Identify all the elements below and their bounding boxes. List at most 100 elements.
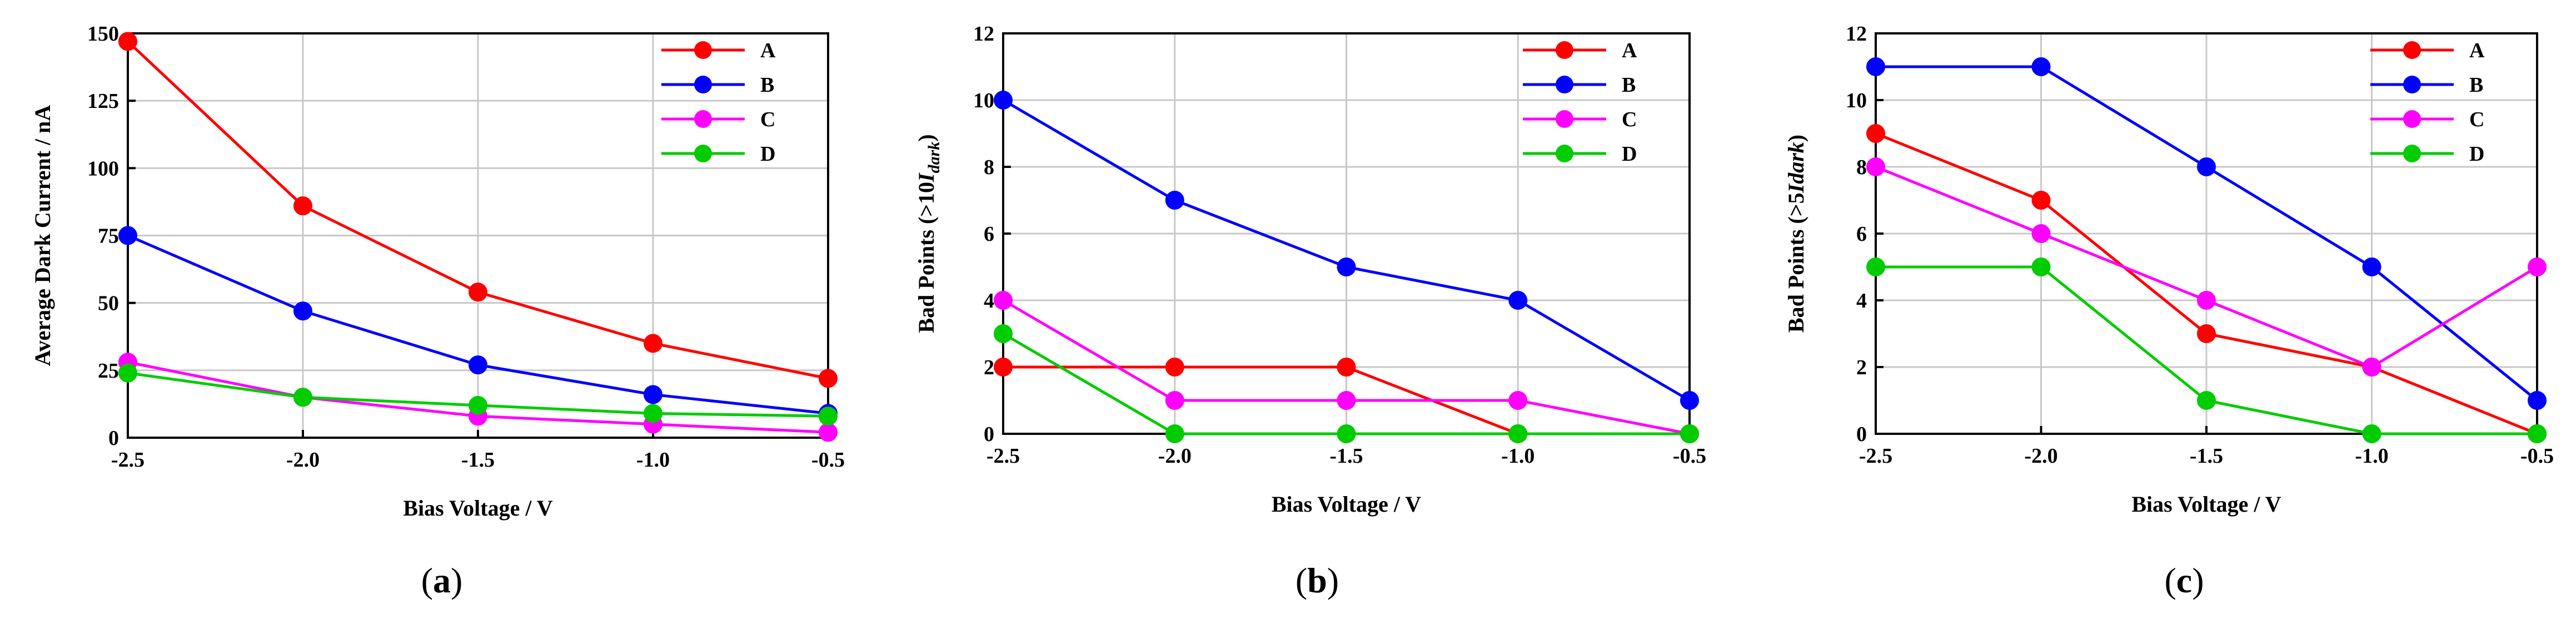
data-point-B — [2197, 157, 2216, 176]
y-axis-title: Average Dark Current / nA — [30, 105, 55, 367]
data-point-D — [469, 395, 487, 415]
y-axis-title-part: Idark — [1783, 142, 1808, 193]
data-point-A — [1866, 124, 1885, 143]
legend-label-C: C — [1622, 108, 1637, 131]
data-point-C — [1866, 157, 1885, 176]
legend-label-C: C — [2469, 108, 2484, 131]
data-point-B — [293, 301, 312, 321]
data-point-C — [1337, 391, 1356, 410]
data-point-B — [2528, 391, 2547, 410]
y-axis-title-part: ) — [1783, 135, 1808, 142]
y-axis-title-part: I — [914, 172, 939, 182]
legend-marker-A — [694, 41, 712, 59]
x-tick-label: -1.0 — [636, 448, 670, 472]
y-tick-label: 0 — [984, 423, 994, 446]
legend-marker-B — [1556, 76, 1573, 93]
y-tick-label: 0 — [1856, 423, 1867, 446]
data-point-C — [2031, 224, 2051, 243]
data-point-D — [1165, 424, 1184, 443]
data-point-B — [1866, 57, 1885, 76]
legend-label-A: A — [2469, 39, 2485, 62]
legend-label-A: A — [760, 39, 776, 62]
data-point-A — [293, 196, 312, 216]
data-point-A — [469, 283, 487, 302]
data-point-D — [2528, 424, 2547, 443]
data-point-B — [1337, 257, 1356, 276]
x-tick-label: -2.0 — [1158, 444, 1192, 468]
y-axis-title: Bad Points (>10Idark) — [914, 134, 943, 333]
panel-caption: (a) — [421, 561, 463, 600]
x-tick-label: -2.0 — [286, 448, 320, 472]
x-tick-label: -0.5 — [2520, 444, 2554, 468]
x-axis-title: Bias Voltage / V — [403, 496, 552, 521]
x-tick-label: -2.5 — [111, 448, 145, 472]
x-axis-title: Bias Voltage / V — [1272, 492, 1421, 517]
legend-marker-D — [1556, 145, 1573, 162]
data-point-A — [2197, 324, 2216, 343]
x-tick-label: -1.5 — [461, 448, 495, 472]
data-point-B — [469, 355, 487, 375]
data-point-D — [994, 324, 1013, 343]
data-point-B — [2031, 57, 2051, 76]
data-point-C — [994, 291, 1013, 310]
chart-panel-c: -2.5 -2.0 -1.5 -1.0 -0.5 0 2 4 6 8 10 12 Bias Voltag… — [1783, 22, 2554, 600]
data-point-A — [2031, 191, 2051, 210]
x-tick-label: -1.0 — [2355, 444, 2388, 468]
data-point-A — [994, 358, 1013, 377]
data-point-B — [644, 385, 662, 404]
y-tick-label: 50 — [98, 292, 119, 315]
y-axis-title-part: Bad Points (>10 — [914, 182, 939, 333]
y-tick-label: 8 — [1856, 156, 1867, 179]
legend-label-B: B — [1622, 73, 1636, 97]
y-tick-label: 10 — [973, 89, 994, 112]
legend-label-B: B — [2469, 73, 2483, 97]
legend-label-B: B — [760, 73, 774, 97]
legend-label-D: D — [2469, 142, 2484, 166]
data-point-D — [2197, 391, 2216, 410]
y-tick-label: 25 — [98, 359, 119, 383]
legend-marker-B — [694, 76, 712, 93]
legend-marker-B — [2403, 76, 2421, 93]
data-point-D — [1337, 424, 1356, 443]
y-tick-label: 4 — [984, 289, 994, 313]
x-tick-label: -2.0 — [2024, 444, 2057, 468]
data-point-A — [1337, 358, 1356, 377]
x-tick-label: -1.5 — [1329, 444, 1363, 468]
y-tick-label: 2 — [984, 356, 994, 379]
y-axis-title-part: ) — [914, 134, 939, 141]
legend-label-C: C — [760, 108, 775, 131]
y-tick-label: 0 — [108, 427, 119, 450]
legend-marker-A — [2403, 41, 2421, 59]
y-axis-title: Bad Points (>5Idark) — [1783, 135, 1808, 333]
x-tick-label: -1.0 — [1501, 444, 1534, 468]
data-point-C — [1508, 391, 1528, 410]
data-point-A — [118, 32, 137, 51]
panel-caption: (b) — [1296, 561, 1339, 600]
data-point-D — [1866, 257, 1885, 276]
data-point-D — [293, 388, 312, 407]
data-point-A — [1165, 358, 1184, 377]
y-tick-label: 2 — [1856, 356, 1867, 379]
y-axis-title-part: Average Dark Current / nA — [30, 105, 55, 367]
data-point-C — [819, 423, 838, 442]
data-point-A — [819, 369, 838, 388]
data-point-B — [1165, 191, 1184, 210]
legend-marker-C — [2403, 110, 2421, 128]
y-axis-title-part: dark — [925, 142, 943, 174]
y-tick-label: 10 — [1846, 89, 1867, 112]
legend-label-D: D — [1622, 142, 1637, 166]
data-point-C — [2528, 257, 2547, 276]
legend-label-D: D — [760, 142, 775, 166]
data-point-B — [1508, 291, 1528, 310]
y-tick-label: 4 — [1856, 289, 1867, 313]
y-tick-label: 125 — [87, 90, 119, 113]
data-point-D — [2362, 424, 2381, 443]
data-point-C — [1165, 391, 1184, 410]
y-tick-label: 8 — [984, 156, 994, 179]
y-tick-label: 75 — [98, 225, 119, 248]
data-point-C — [2197, 291, 2216, 310]
y-tick-label: 12 — [1846, 22, 1867, 46]
chart-panel-b: -2.5 -2.0 -1.5 -1.0 -0.5 0 2 4 6 8 10 12 Bias Voltag… — [914, 22, 1706, 600]
x-tick-label: -0.5 — [811, 448, 845, 472]
